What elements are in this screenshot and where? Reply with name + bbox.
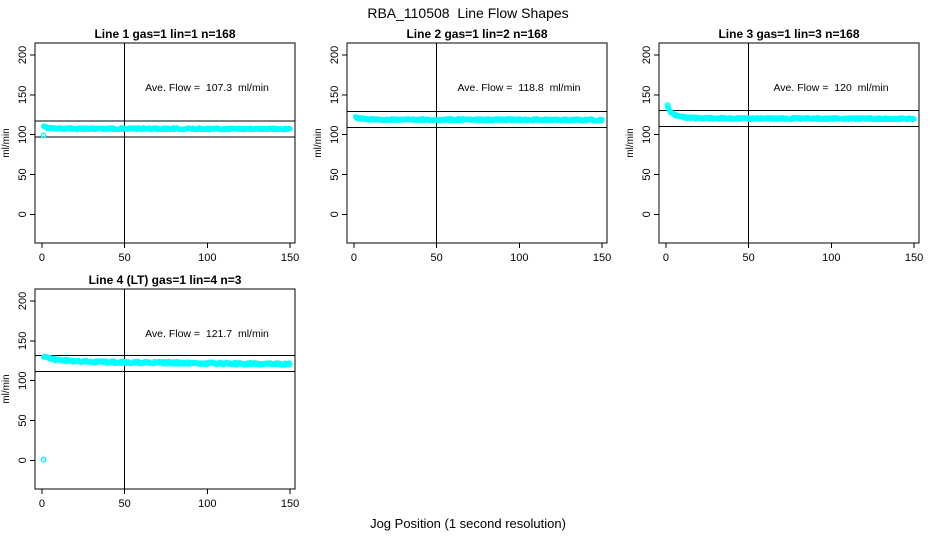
svg-text:150: 150: [281, 498, 299, 510]
svg-text:ml/min: ml/min: [313, 128, 324, 157]
svg-text:50: 50: [119, 252, 131, 264]
svg-text:50: 50: [329, 168, 341, 180]
svg-text:200: 200: [641, 46, 653, 64]
svg-text:0: 0: [329, 211, 341, 217]
ave-flow-annotation-line-1: Ave. Flow = 107.3 ml/min: [145, 82, 269, 94]
svg-text:150: 150: [17, 332, 29, 350]
svg-text:50: 50: [641, 168, 653, 180]
panel-title-line-4: Line 4 (LT) gas=1 lin=4 n=3: [88, 273, 242, 287]
svg-text:150: 150: [593, 252, 611, 264]
svg-text:100: 100: [329, 125, 341, 143]
panel-title-line-3: Line 3 gas=1 lin=3 n=168: [718, 27, 860, 41]
svg-text:0: 0: [17, 457, 29, 463]
panel-title-line-2: Line 2 gas=1 lin=2 n=168: [406, 27, 548, 41]
svg-text:0: 0: [39, 252, 45, 264]
svg-text:150: 150: [329, 86, 341, 104]
svg-text:200: 200: [329, 46, 341, 64]
svg-text:ml/min: ml/min: [1, 128, 12, 157]
svg-text:150: 150: [17, 86, 29, 104]
panel-line-2: 0 50 100 150 0 50 100 150 200 ml/min Line 2 gas=1…: [312, 24, 624, 270]
scatter-plot-line-4: 0 50 100 150 0 50 100 150 200 ml/min: [1, 288, 299, 510]
svg-text:50: 50: [743, 252, 755, 264]
svg-text:100: 100: [641, 125, 653, 143]
svg-text:100: 100: [510, 252, 528, 264]
scatter-plot-line-1: 0 50 100 150 0 50 100 150 200 ml/min: [1, 42, 299, 264]
svg-text:0: 0: [641, 211, 653, 217]
ave-flow-annotation-line-3: Ave. Flow = 120 ml/min: [773, 82, 889, 94]
svg-text:50: 50: [431, 252, 443, 264]
svg-text:ml/min: ml/min: [625, 128, 636, 157]
panel-line-3: 0 50 100 150 0 50 100 150 200 ml/min Line 3 gas=1…: [624, 24, 936, 270]
scatter-plot-line-2: 0 50 100 150 0 50 100 150 200 ml/min: [313, 42, 611, 264]
svg-text:0: 0: [17, 211, 29, 217]
svg-text:0: 0: [39, 498, 45, 510]
panel-line-1: 0 50 100 150 0 50 100 150 200 ml/min Line 1 gas=1…: [0, 24, 312, 270]
svg-text:50: 50: [119, 498, 131, 510]
svg-text:100: 100: [17, 371, 29, 389]
svg-text:150: 150: [905, 252, 923, 264]
svg-text:100: 100: [198, 498, 216, 510]
svg-text:50: 50: [17, 168, 29, 180]
svg-text:50: 50: [17, 414, 29, 426]
svg-text:150: 150: [641, 86, 653, 104]
svg-text:200: 200: [17, 292, 29, 310]
svg-text:100: 100: [822, 252, 840, 264]
svg-text:100: 100: [17, 125, 29, 143]
svg-text:200: 200: [17, 46, 29, 64]
svg-text:100: 100: [198, 252, 216, 264]
svg-text:150: 150: [281, 252, 299, 264]
panel-line-4: 0 50 100 150 0 50 100 150 200 ml/min Line 4 (LT) …: [0, 270, 312, 516]
x-axis-label: Jog Position (1 second resolution): [370, 516, 566, 531]
svg-text:ml/min: ml/min: [1, 374, 12, 403]
svg-text:0: 0: [663, 252, 669, 264]
panel-title-line-1: Line 1 gas=1 lin=1 n=168: [94, 27, 236, 41]
figure-title: RBA_110508 Line Flow Shapes: [367, 5, 569, 21]
ave-flow-annotation-line-4: Ave. Flow = 121.7 ml/min: [145, 328, 269, 340]
scatter-plot-line-3: 0 50 100 150 0 50 100 150 200 ml/min: [625, 42, 923, 264]
svg-text:0: 0: [351, 252, 357, 264]
ave-flow-annotation-line-2: Ave. Flow = 118.8 ml/min: [457, 82, 581, 94]
